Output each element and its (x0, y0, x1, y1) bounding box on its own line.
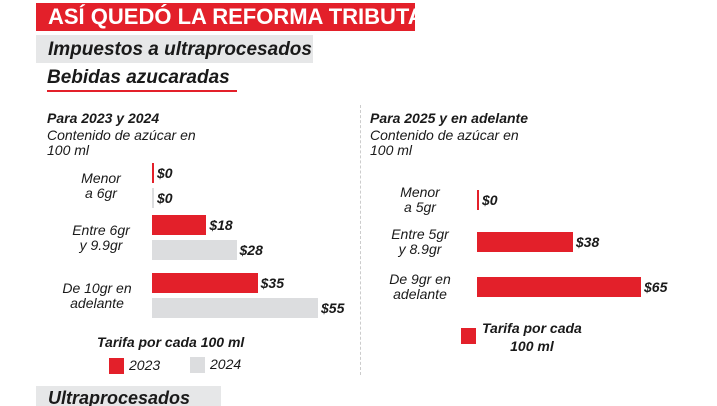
left-chart-title: Para 2023 y 2024 (47, 110, 160, 126)
divider (360, 105, 361, 375)
data-label: $38 (575, 234, 600, 250)
left-chart-subtitle: Contenido de azúcar en 100 ml (47, 127, 196, 158)
category-label: Entre 6gr y 9.9gr (72, 222, 130, 253)
bar (477, 190, 479, 210)
bar-2023 (152, 215, 207, 235)
category-label: Menor a 5gr (400, 184, 440, 215)
legend-swatch-2024 (190, 357, 205, 373)
bar (477, 277, 641, 297)
right-legend-line1: Tarifa por cada (482, 320, 582, 336)
data-label: $28 (239, 242, 263, 258)
category-label: Menor a 6gr (81, 170, 121, 201)
right-chart-title: Para 2025 y en adelante (370, 110, 528, 126)
bar (477, 232, 573, 252)
right-chart-subtitle: Contenido de azúcar en 100 ml (370, 127, 519, 158)
legend-swatch-2023 (109, 358, 124, 374)
bar-2024 (152, 188, 154, 208)
data-label: $0 (157, 190, 173, 206)
data-label: $65 (644, 279, 668, 295)
left-legend-title: Tarifa por cada 100 ml (97, 334, 245, 350)
data-label: $55 (321, 300, 345, 316)
legend-label-2023: 2023 (129, 357, 161, 373)
category-label: De 10gr en adelante (62, 280, 132, 311)
bar-2023 (152, 163, 154, 183)
right-legend-swatch (461, 328, 476, 344)
data-label: $18 (209, 217, 233, 233)
right-legend-title: Tarifa por cada 100 ml (482, 319, 582, 355)
data-label: $35 (260, 275, 284, 291)
section-heading: Bebidas azucaradas (47, 67, 237, 92)
subtitle-banner: Impuestos a ultraprocesados (36, 35, 313, 63)
main-title: ASÍ QUEDÓ LA REFORMA TRIBUTARIA (36, 3, 462, 31)
legend-label-2024: 2024 (210, 356, 242, 372)
bar-2023 (152, 273, 258, 293)
data-label: $0 (157, 165, 173, 181)
data-label: $0 (482, 192, 498, 208)
right-legend-line2: 100 ml (510, 338, 554, 354)
category-label: Entre 5gr y 8.9gr (391, 226, 449, 257)
category-label: De 9gr en adelante (389, 271, 451, 302)
next-section-banner: Ultraprocesados (36, 386, 221, 406)
bar-2024 (152, 240, 237, 260)
bar-2024 (152, 298, 318, 318)
